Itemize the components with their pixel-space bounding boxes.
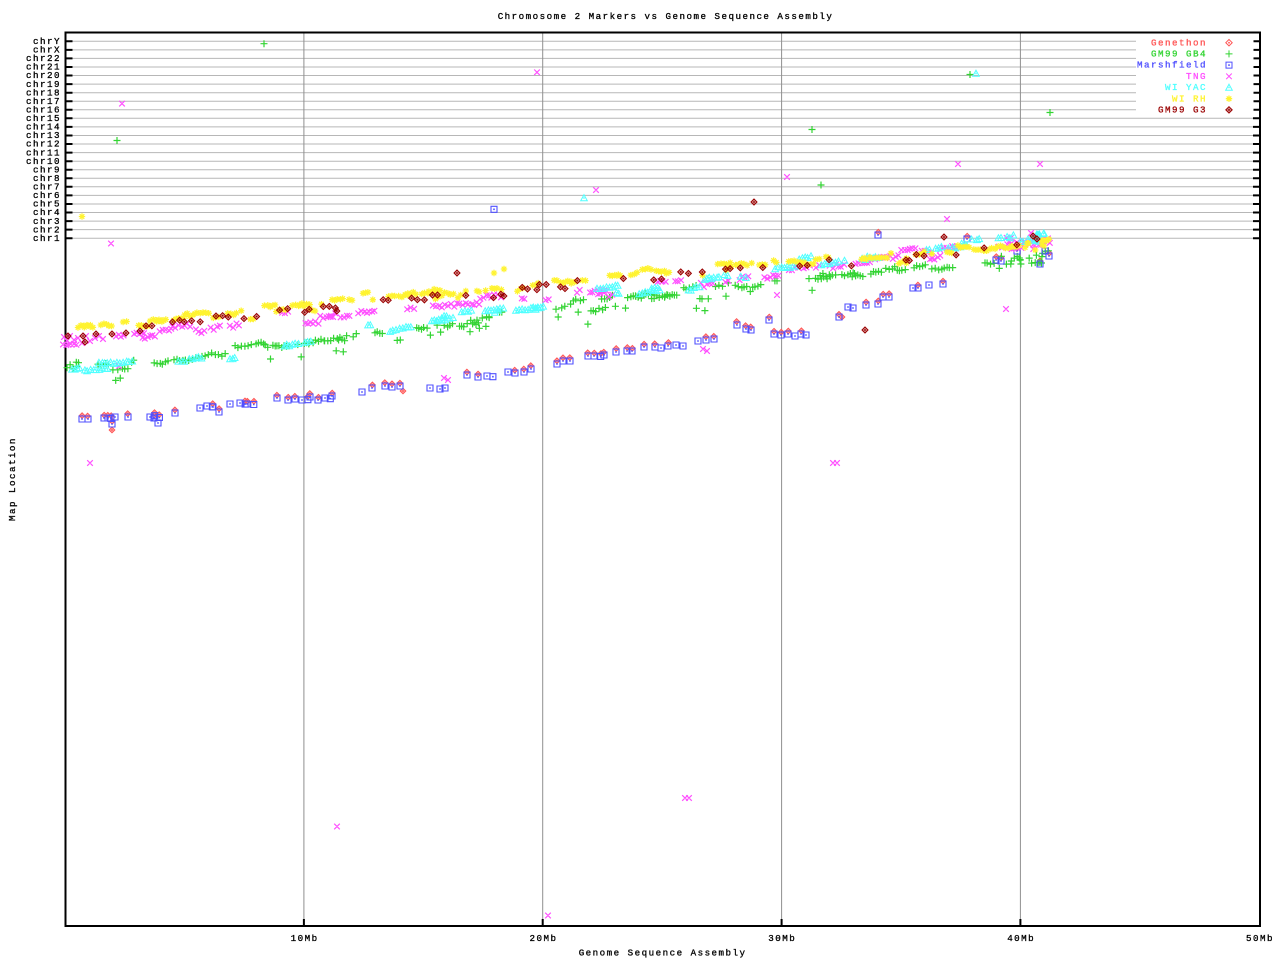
svg-text:chr18: chr18 [26, 87, 61, 98]
svg-text:chr3: chr3 [33, 216, 61, 227]
svg-text:Marshfield: Marshfield [1137, 60, 1207, 71]
svg-text:chr12: chr12 [26, 139, 61, 150]
svg-text:chr17: chr17 [26, 96, 61, 107]
svg-text:Map Location: Map Location [7, 437, 18, 521]
svg-text:chr15: chr15 [26, 113, 61, 124]
svg-text:chr4: chr4 [33, 207, 61, 218]
svg-text:30Mb: 30Mb [768, 933, 796, 944]
svg-text:chr10: chr10 [26, 156, 61, 167]
svg-text:chr11: chr11 [26, 147, 61, 158]
svg-text:TNG: TNG [1186, 71, 1207, 82]
svg-text:chr20: chr20 [26, 70, 61, 81]
svg-text:WI RH: WI RH [1172, 93, 1207, 104]
svg-text:chr16: chr16 [26, 105, 61, 116]
svg-text:40Mb: 40Mb [1007, 933, 1035, 944]
svg-text:WI YAC: WI YAC [1165, 82, 1207, 93]
svg-text:20Mb: 20Mb [530, 933, 558, 944]
svg-text:chr7: chr7 [33, 182, 61, 193]
svg-text:Genethon: Genethon [1151, 37, 1207, 48]
svg-text:chr8: chr8 [33, 173, 61, 184]
svg-text:Chromosome 2 Markers vs Genome: Chromosome 2 Markers vs Genome Sequence … [498, 11, 834, 22]
svg-text:GM99 G3: GM99 G3 [1158, 105, 1207, 116]
svg-text:chr9: chr9 [33, 164, 61, 175]
svg-text:Genome Sequence Assembly: Genome Sequence Assembly [579, 948, 747, 959]
svg-text:chr6: chr6 [33, 190, 61, 201]
svg-text:chr14: chr14 [26, 122, 61, 133]
svg-text:chrY: chrY [33, 36, 61, 47]
svg-text:chr2: chr2 [33, 224, 61, 235]
svg-text:50Mb: 50Mb [1246, 933, 1274, 944]
svg-text:chr13: chr13 [26, 130, 61, 141]
svg-text:GM99 GB4: GM99 GB4 [1151, 49, 1207, 60]
svg-text:chr21: chr21 [26, 62, 61, 73]
svg-text:chrX: chrX [33, 45, 61, 56]
svg-text:chr22: chr22 [26, 53, 61, 64]
svg-text:chr5: chr5 [33, 199, 61, 210]
svg-text:chr1: chr1 [33, 233, 61, 244]
svg-text:10Mb: 10Mb [291, 933, 319, 944]
svg-text:chr19: chr19 [26, 79, 61, 90]
